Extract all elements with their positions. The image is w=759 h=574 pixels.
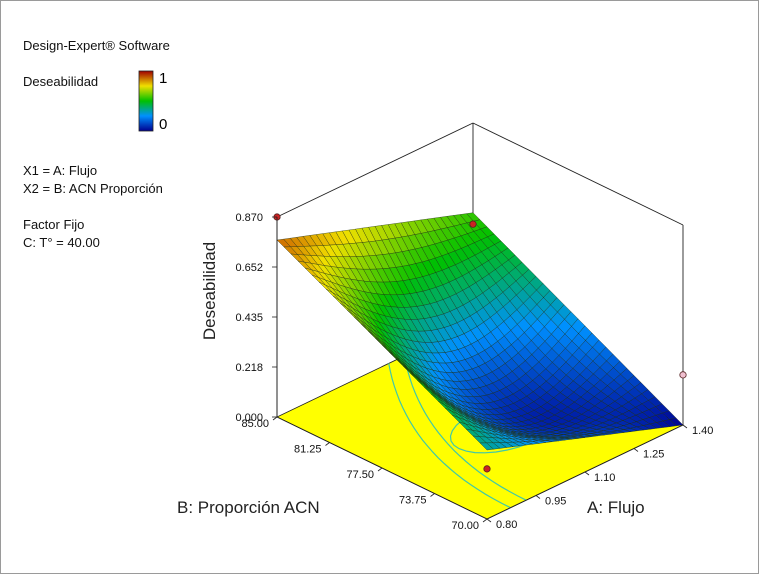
y-tick-label: 73.75 <box>399 495 427 507</box>
colorbar <box>138 70 154 132</box>
response-label: Deseabilidad <box>23 74 99 89</box>
y-tick-mark <box>430 493 435 497</box>
y-tick-mark <box>377 467 383 472</box>
z-axis-label: Deseabilidad <box>200 242 219 340</box>
y-tick-label: 81.25 <box>294 444 322 456</box>
y-tick-mark <box>482 518 488 523</box>
factor-x1-label: X1 = A: Flujo <box>23 163 98 178</box>
y-tick-label: 70.00 <box>451 520 479 532</box>
y-tick-label: 77.50 <box>346 469 374 481</box>
y-tick-mark <box>325 442 330 446</box>
design-point <box>469 220 477 228</box>
surface-cell <box>479 442 494 451</box>
fixed-factor-title: Factor Fijo <box>23 217 85 232</box>
z-tick-label: 0.435 <box>235 312 263 324</box>
fixed-factor-value: C: T° = 40.00 <box>23 235 100 250</box>
x-tick-mark <box>486 518 492 523</box>
z-tick-label: 0.218 <box>235 362 263 374</box>
x-tick-label: 1.25 <box>643 449 664 461</box>
floor-contour-line <box>388 363 511 509</box>
y-tick-mark <box>272 416 278 421</box>
software-label: Design-Expert® Software <box>23 38 170 53</box>
z-tick-label: 0.000 <box>235 412 263 424</box>
factor-x2-label: X2 = B: ACN Proporción <box>23 181 163 196</box>
x-tick-mark <box>633 448 639 452</box>
design-point <box>679 371 687 379</box>
colorbar-min-label: 0 <box>159 116 167 133</box>
design-point <box>483 465 491 473</box>
x-axis-label: A: Flujo <box>587 498 645 517</box>
x-tick-mark <box>682 424 688 429</box>
x-tick-mark <box>535 495 541 499</box>
z-tick-label: 0.870 <box>235 212 263 224</box>
x-tick-label: 1.10 <box>594 472 615 484</box>
x-tick-label: 0.80 <box>496 519 517 531</box>
y-tick-label: 85.00 <box>241 418 269 430</box>
cube-edge <box>276 122 474 218</box>
z-tick-label: 0.652 <box>235 262 263 274</box>
y-axis-label: B: Proporción ACN <box>177 498 320 517</box>
x-tick-label: 0.95 <box>545 496 566 508</box>
colorbar-max-label: 1 <box>159 70 167 87</box>
floor-contour-line <box>403 355 527 501</box>
x-tick-label: 1.40 <box>692 425 713 437</box>
x-tick-mark <box>584 471 590 476</box>
cube-edge <box>472 122 684 226</box>
